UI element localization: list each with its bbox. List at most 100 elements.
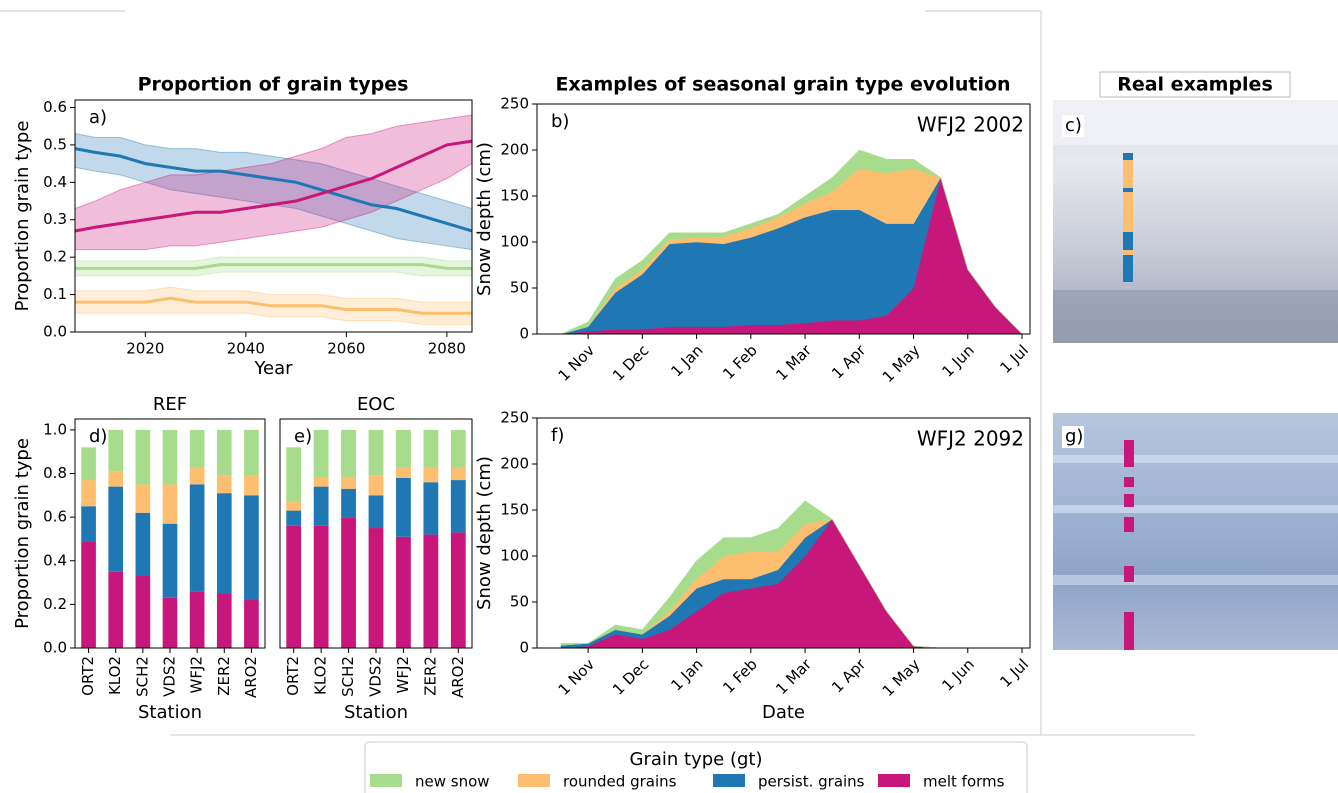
axes-frame (74, 99, 473, 333)
x-tick-label: SCH2 (339, 656, 357, 697)
bar-segment (396, 536, 411, 648)
panel-label: d) (89, 426, 107, 447)
bar-segment (244, 429, 259, 476)
x-tick-label: 1 Jun (938, 655, 977, 694)
x-axis-label: Station (344, 702, 408, 723)
bar-segment (135, 576, 151, 648)
x-tick-label: 1 Jul (996, 655, 1032, 691)
x-tick-label: 1 Mar (772, 655, 815, 698)
x-tick-label: ZER2 (215, 656, 233, 696)
x-tick-label: 2080 (428, 340, 466, 358)
x-tick-label: 1 Apr (828, 341, 870, 383)
y-axis-label: Proportion grain type (12, 438, 33, 629)
bar-segment (286, 447, 302, 502)
photo-title: Real examples (1117, 74, 1273, 96)
bar-segment (135, 512, 151, 577)
legend-label: melt forms (923, 773, 1005, 791)
x-tick-label: 2020 (126, 340, 164, 358)
bar-segment (368, 495, 384, 529)
bar-segment (189, 484, 205, 592)
panel-label: e) (294, 426, 312, 447)
x-tick-label: ORT2 (79, 656, 97, 696)
chart-title: Proportion of grain types (138, 74, 409, 96)
line (74, 147, 473, 233)
y-axis-label: Snow depth (cm) (474, 142, 495, 296)
bar-segment (244, 600, 259, 648)
y-tick-label: 0.4 (43, 173, 67, 191)
x-tick-label: WFJ2 (188, 656, 206, 693)
x-tick-label: VDS2 (367, 656, 385, 697)
legend-title: Grain type (gt) (630, 749, 763, 770)
y-axis-label: Proportion grain type (12, 121, 33, 312)
bar-segment (81, 506, 96, 542)
bar-segment (162, 484, 178, 524)
x-tick-label: 1 Jan (667, 655, 706, 694)
line (75, 263, 472, 270)
y-tick-label: 250 (500, 409, 529, 427)
x-tick-label: 1 Dec (609, 655, 652, 698)
band (74, 256, 473, 277)
bar-segment (450, 480, 466, 533)
y-tick-label: 150 (500, 187, 529, 205)
photo-label: g) (1065, 426, 1083, 447)
y-tick-label: 0.1 (43, 285, 67, 303)
legend-swatch (713, 774, 745, 787)
y-axis-label: Snow depth (cm) (474, 456, 495, 610)
y-tick-label: 200 (500, 455, 529, 473)
bar-segment (244, 475, 259, 496)
bar-segment (313, 477, 329, 487)
bar-segment (341, 488, 356, 518)
panel-note: WFJ2 2002 (917, 113, 1024, 137)
x-axis-label: Year (253, 358, 293, 379)
x-tick-label: WFJ2 (394, 656, 412, 693)
panel-label: f) (551, 425, 564, 446)
y-tick-label: 250 (500, 95, 529, 113)
panel-label: b) (551, 111, 569, 132)
bar-segment (368, 528, 384, 648)
bar-segment (313, 486, 329, 526)
legend-label: new snow (415, 773, 490, 791)
y-tick-label: 0.0 (43, 323, 67, 341)
bar-segment (313, 525, 329, 648)
panel-label: a) (89, 107, 107, 128)
frame-lines (0, 10, 1195, 736)
x-tick-label: 1 Jul (996, 341, 1032, 377)
bar-segment (216, 429, 232, 476)
y-tick-label: 1.0 (43, 420, 67, 438)
chart-title: EOC (357, 394, 395, 415)
x-tick-label: ARO2 (449, 656, 467, 698)
bar-segment (423, 466, 439, 483)
bar-segment (286, 525, 302, 648)
x-tick-label: 1 Jan (667, 341, 706, 380)
bar-segment (135, 484, 151, 513)
y-tick-label: 100 (500, 233, 529, 251)
axes-frame (279, 418, 473, 649)
x-tick-label: 1 Jun (938, 341, 977, 380)
bar-segment (341, 517, 356, 648)
legend-swatch (370, 774, 402, 787)
bar-segment (216, 475, 232, 494)
line (75, 296, 472, 315)
y-tick-label: 0.6 (43, 508, 67, 526)
bar-segment (341, 429, 356, 478)
bar-segment (368, 429, 384, 476)
bar-segment (450, 429, 466, 467)
bar-segment (81, 541, 96, 648)
x-tick-label: 1 Dec (609, 341, 652, 384)
y-tick-label: 0.8 (43, 464, 67, 482)
axes-frame (74, 418, 266, 649)
photo-title-box (1099, 71, 1291, 98)
bar-segment (108, 429, 124, 472)
bar-segment (286, 501, 302, 511)
legend-swatch (878, 774, 910, 787)
bar-segment (189, 591, 205, 648)
x-tick-label: KLO2 (312, 656, 330, 695)
y-tick-label: 0.2 (43, 595, 67, 613)
y-tick-label: 150 (500, 501, 529, 519)
x-tick-label: ORT2 (284, 656, 302, 696)
x-tick-label: 1 Nov (555, 341, 599, 385)
bar-segment (423, 482, 439, 535)
bar-segment (396, 429, 411, 467)
bar-segment (108, 571, 124, 648)
